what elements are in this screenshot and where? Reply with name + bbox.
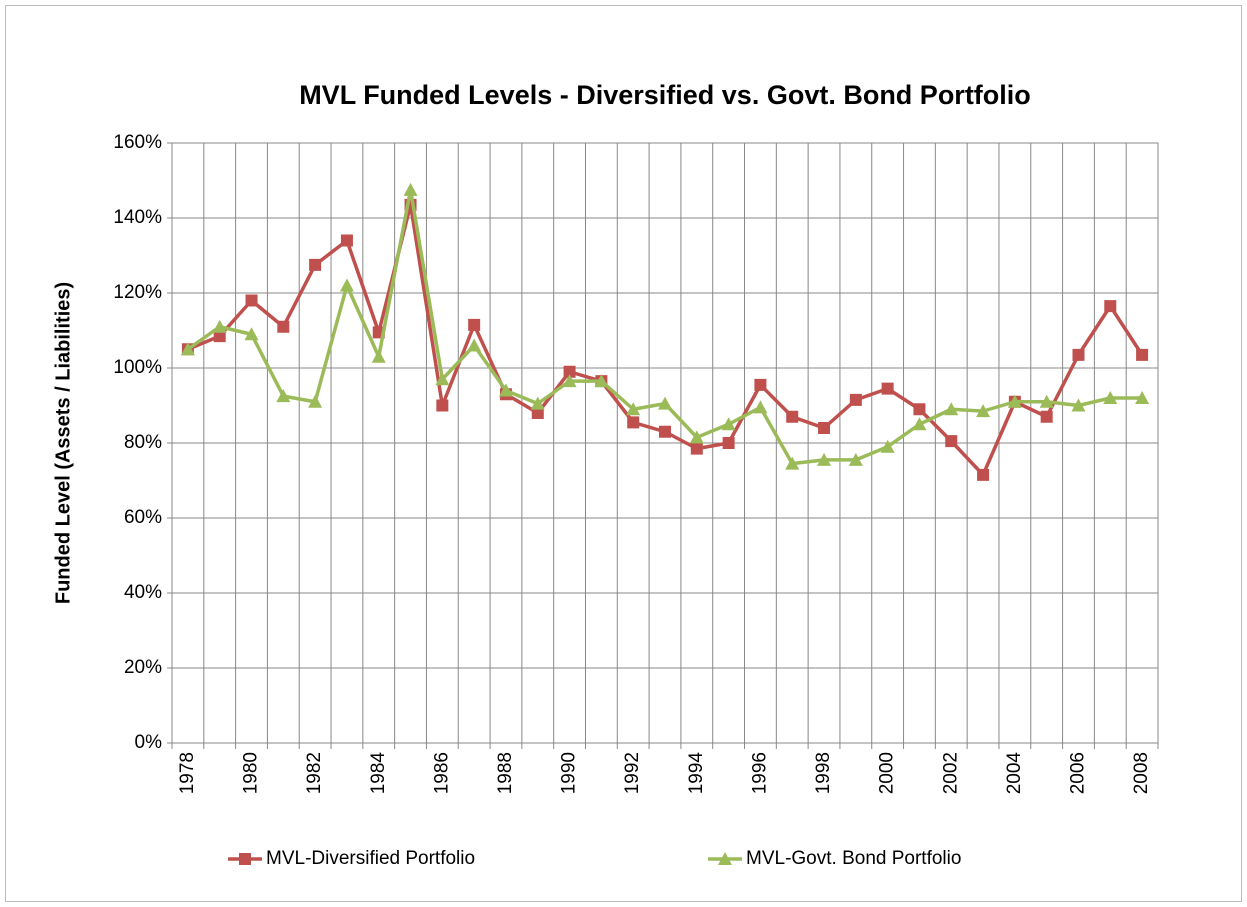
point-marker xyxy=(913,403,926,416)
point-marker xyxy=(562,374,577,388)
point-marker xyxy=(436,399,449,412)
point-marker xyxy=(1104,300,1117,313)
point-marker xyxy=(626,402,641,416)
point-marker xyxy=(754,378,767,391)
point-marker xyxy=(498,383,513,397)
point-marker xyxy=(180,342,195,356)
point-marker xyxy=(817,452,832,466)
x-tick-label: 2000 xyxy=(877,752,898,794)
point-marker xyxy=(786,410,799,423)
point-marker xyxy=(245,294,258,307)
x-tick-label: 2002 xyxy=(940,752,961,794)
point-marker xyxy=(371,349,386,363)
x-tick-label: 2008 xyxy=(1131,752,1152,794)
point-marker xyxy=(659,425,671,438)
point-marker xyxy=(881,382,894,395)
point-marker xyxy=(1039,394,1054,408)
x-tick-label: 2006 xyxy=(1067,752,1088,794)
point-marker xyxy=(1103,391,1118,404)
x-tick-label: 2004 xyxy=(1004,752,1025,795)
point-marker xyxy=(848,452,863,466)
point-marker xyxy=(977,468,990,481)
x-tick-label: 1990 xyxy=(559,752,580,794)
point-marker xyxy=(244,327,259,341)
x-tick-label: 1980 xyxy=(241,752,262,794)
point-marker xyxy=(1040,410,1053,423)
point-marker xyxy=(1007,394,1022,408)
point-marker xyxy=(277,320,290,333)
point-marker xyxy=(912,417,927,431)
point-marker xyxy=(945,435,958,448)
point-marker xyxy=(308,394,323,408)
point-marker xyxy=(403,182,418,196)
point-marker xyxy=(531,407,544,419)
point-marker xyxy=(1071,398,1086,412)
point-marker xyxy=(690,442,703,455)
legend-marker xyxy=(239,853,251,865)
x-tick-label: 1996 xyxy=(749,752,770,794)
y-tick-label: 20% xyxy=(124,657,162,678)
plot-frame xyxy=(171,142,1159,744)
point-marker xyxy=(627,416,640,429)
y-tick-label: 120% xyxy=(113,282,162,303)
legend-label: MVL-Govt. Bond Portfolio xyxy=(746,848,961,869)
x-tick-label: 1984 xyxy=(368,752,389,795)
x-tick-label: 1998 xyxy=(813,752,834,794)
x-tick-label: 1978 xyxy=(177,752,198,794)
x-tick-label: 1992 xyxy=(622,752,643,794)
point-marker xyxy=(818,422,831,434)
x-tick-label: 1988 xyxy=(495,752,516,794)
x-tick-label: 1986 xyxy=(431,752,452,794)
legend-marker xyxy=(718,852,732,865)
point-marker xyxy=(340,234,353,247)
chart-border xyxy=(5,5,1242,902)
point-marker xyxy=(721,417,736,431)
point-marker xyxy=(468,318,481,331)
y-tick-label: 80% xyxy=(124,432,162,453)
chart-title: MVL Funded Levels - Diversified vs. Govt… xyxy=(299,80,1031,110)
y-tick-label: 60% xyxy=(124,507,162,528)
point-marker xyxy=(339,278,354,292)
point-marker xyxy=(785,456,800,470)
point-marker xyxy=(435,372,450,386)
point-marker xyxy=(276,389,291,403)
point-marker xyxy=(467,338,482,352)
point-marker xyxy=(1136,348,1149,361)
x-tick-label: 1994 xyxy=(686,752,707,795)
point-marker xyxy=(213,330,226,343)
point-marker xyxy=(563,365,576,378)
point-marker xyxy=(530,396,545,410)
point-marker xyxy=(1072,348,1085,361)
point-marker xyxy=(976,404,991,418)
y-axis-label: Funded Level (Assets / Liabilities) xyxy=(52,282,74,604)
point-marker xyxy=(880,439,895,453)
point-marker xyxy=(1135,391,1150,404)
point-marker xyxy=(212,319,227,333)
legend-label: MVL-Diversified Portfolio xyxy=(266,848,475,869)
point-marker xyxy=(689,430,704,444)
y-tick-label: 160% xyxy=(113,132,162,153)
x-tick-label: 1982 xyxy=(304,752,325,794)
point-marker xyxy=(309,258,322,271)
point-marker xyxy=(594,374,609,388)
point-marker xyxy=(722,437,735,449)
point-marker xyxy=(753,400,768,414)
point-marker xyxy=(849,393,862,406)
y-tick-label: 100% xyxy=(113,357,162,378)
y-tick-label: 140% xyxy=(113,207,162,228)
y-tick-label: 0% xyxy=(135,732,163,753)
point-marker xyxy=(658,396,672,410)
y-tick-label: 40% xyxy=(124,582,162,603)
point-marker xyxy=(944,402,959,416)
